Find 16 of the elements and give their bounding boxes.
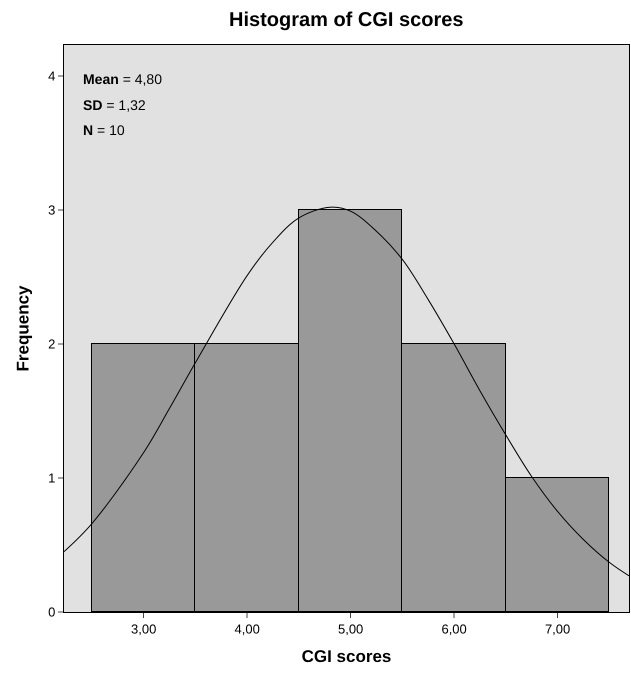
y-tick-label: 3: [48, 202, 56, 218]
annotation: Mean = 4,80: [83, 71, 162, 87]
annotation: N = 10: [83, 122, 125, 138]
y-tick-label: 0: [48, 604, 56, 620]
x-tick-label: 6,00: [441, 622, 467, 637]
y-tick-label: 4: [48, 68, 56, 84]
y-tick-label: 1: [48, 470, 56, 486]
x-tick-label: 7,00: [544, 622, 570, 637]
chart-title: Histogram of CGI scores: [229, 9, 464, 31]
y-axis-title: Frequency: [14, 284, 33, 372]
x-tick-label: 3,00: [131, 622, 156, 637]
x-tick-label: 4,00: [234, 622, 260, 637]
annotation: SD = 1,32: [83, 97, 146, 113]
y-tick-label: 2: [48, 336, 56, 352]
x-tick-label: 5,00: [338, 622, 364, 637]
x-axis-title: CGI scores: [302, 647, 392, 666]
